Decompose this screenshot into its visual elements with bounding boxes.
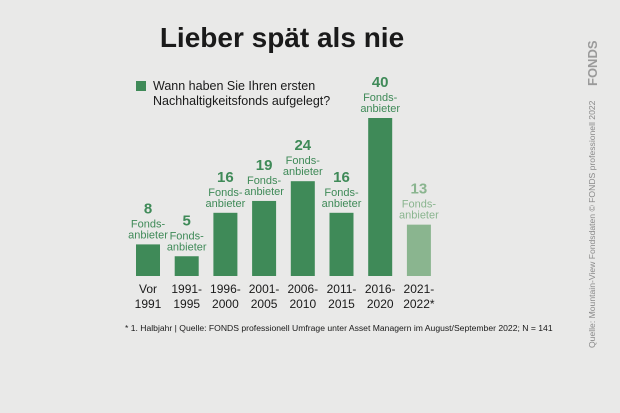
bar-3 [252,200,277,276]
unit-label-1-0: Fonds- [170,230,205,242]
legend-line-1: Wann haben Sie Ihren ersten [153,79,315,93]
side-note: Quelle: Mountain-View Fondsdaten © FONDS… [587,100,597,348]
unit-label-7-0: Fonds- [402,199,437,211]
value-label-6: 40 [372,74,389,91]
bar-0 [136,244,160,276]
value-label-3: 19 [256,157,273,174]
value-label-5: 16 [333,169,350,186]
bar-7 [406,224,431,276]
category-label-4-1: 2010 [289,297,316,311]
logo: FONDS [585,40,600,86]
bar-1 [174,256,199,276]
category-label-7-1: 2022* [403,297,435,311]
unit-label-6-0: Fonds- [363,92,398,104]
category-labels: Vor19911991-19951996-20002001-20052006-2… [135,282,435,311]
unit-label-2-1: anbieter [206,198,246,210]
unit-label-5-0: Fonds- [324,187,359,199]
unit-label-0-0: Fonds- [131,218,166,230]
category-label-1-1: 1995 [173,297,200,311]
legend-line-2: Nachhaltigkeitsfonds aufgelegt? [153,94,330,108]
category-label-0-0: Vor [139,282,157,296]
unit-label-3-1: anbieter [244,186,284,198]
category-label-2-1: 2000 [212,297,239,311]
unit-label-1-1: anbieter [167,241,207,253]
category-label-5-1: 2015 [328,297,355,311]
category-label-7-0: 2021- [404,282,435,296]
value-label-2: 16 [217,169,234,186]
category-label-3-1: 2005 [251,297,278,311]
bar-4 [290,181,315,276]
unit-label-4-1: anbieter [283,166,323,178]
category-label-0-1: 1991 [135,297,162,311]
category-label-4-0: 2006- [287,282,318,296]
legend: Wann haben Sie Ihren ersten Nachhaltigke… [136,79,330,108]
category-label-6-0: 2016- [365,282,396,296]
category-label-1-0: 1991- [171,282,202,296]
unit-label-6-1: anbieter [360,103,400,115]
bar-2 [213,212,238,276]
bar-6 [368,118,393,276]
unit-label-7-1: anbieter [399,210,439,222]
category-label-5-0: 2011- [327,282,357,296]
category-label-2-0: 1996- [210,282,241,296]
value-label-0: 8 [144,200,152,217]
footnote: * 1. Halbjahr | Quelle: FONDS profession… [125,323,553,333]
value-label-7: 13 [411,181,428,198]
category-label-6-1: 2020 [367,297,394,311]
bar-5 [329,212,354,276]
unit-label-5-1: anbieter [322,198,362,210]
unit-label-3-0: Fonds- [247,175,282,187]
bars [136,118,431,276]
value-labels: 8Fonds-anbieter5Fonds-anbieter16Fonds-an… [128,74,439,253]
category-label-3-0: 2001- [249,282,280,296]
legend-swatch [136,81,146,91]
chart-title: Lieber spät als nie [160,22,404,53]
value-label-1: 5 [183,212,191,229]
unit-label-4-0: Fonds- [286,155,321,167]
unit-label-0-1: anbieter [128,229,168,241]
unit-label-2-0: Fonds- [208,187,243,199]
value-label-4: 24 [294,137,311,154]
